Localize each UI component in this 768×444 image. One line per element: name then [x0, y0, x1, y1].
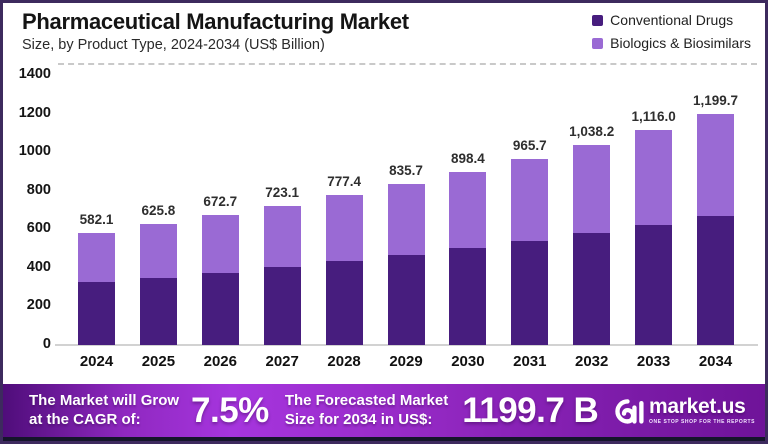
bar-segment-biologics-2032 [573, 144, 611, 234]
forecast-label-line2: Size for 2034 in US$: [284, 410, 433, 428]
y-axis-tick-label: 200 [26, 297, 51, 314]
forecast-value: 1199.7 B [462, 390, 599, 430]
legend: Conventional Drugs Biologics & Biosimilar… [592, 12, 751, 51]
bar-total-label: 835.7 [389, 162, 423, 178]
bar-total-label: 582.1 [79, 211, 114, 227]
y-axis-tick-label: 1400 [18, 66, 51, 82]
y-axis-tick-label: 0 [42, 336, 51, 352]
bar-segment-conventional-2030 [449, 248, 487, 345]
cagr-label-line1: The Market will Grow [29, 391, 180, 409]
bar-segment-biologics-2029 [387, 183, 425, 255]
bar-total-label: 672.7 [203, 194, 238, 210]
stacked-bar-chart: 0 200 400 600 800 1000 1200 1400 582.1 2024 625.8 2… [3, 3, 765, 441]
page-title: Pharmaceutical Manufacturing Market [22, 9, 409, 34]
x-axis-tick-label: 2026 [203, 353, 237, 370]
x-axis-tick-label: 2032 [575, 353, 609, 370]
bar-segment-conventional-2024 [78, 282, 115, 345]
marketus-logo-text: market.us [649, 395, 746, 418]
x-axis-tick-label: 2029 [389, 353, 423, 370]
marketus-logo-tagline: ONE STOP SHOP FOR THE REPORTS [649, 419, 755, 425]
y-axis-tick-label: 800 [26, 181, 51, 198]
bar-segment-biologics-2031 [511, 158, 549, 241]
legend-swatch-icon [592, 37, 604, 49]
legend-item: Biologics & Biosimilars [592, 35, 751, 51]
marketus-logo-textblock: market.us ONE STOP SHOP FOR THE REPORTS [649, 396, 755, 425]
footer-banner: The Market will Grow at the CAGR of: 7.5… [3, 384, 765, 437]
bar-total-label: 898.4 [450, 150, 485, 166]
bar-total-label: 1,199.7 [692, 92, 739, 108]
forecast-label-line1: The Forecasted Market [284, 391, 449, 409]
marketus-logo: market.us ONE STOP SHOP FOR THE REPORTS [604, 395, 755, 427]
bar-total-label: 1,116.0 [631, 108, 676, 124]
cagr-label: The Market will Grow at the CAGR of: [29, 392, 179, 430]
bar-segment-biologics-2033 [635, 129, 673, 225]
x-axis-tick-label: 2030 [451, 353, 485, 370]
cagr-value: 7.5% [191, 390, 269, 430]
bottom-strip [3, 437, 765, 441]
bar-total-label: 625.8 [141, 203, 176, 219]
y-axis-tick-label: 400 [26, 258, 51, 275]
x-axis-line [55, 344, 758, 346]
marketus-logo-icon [615, 398, 644, 424]
bar-segment-conventional-2033 [635, 224, 673, 345]
bar-segment-conventional-2031 [511, 241, 549, 345]
bar-total-label: 777.4 [327, 174, 361, 190]
bar-segment-biologics-2028 [325, 195, 363, 262]
legend-label: Conventional Drugs [610, 12, 734, 28]
y-axis-tick-label: 600 [26, 220, 51, 237]
bar-segment-conventional-2029 [387, 255, 425, 345]
y-axis-tick-label: 1200 [18, 104, 51, 121]
bar-segment-conventional-2027 [263, 267, 301, 345]
bar-segment-biologics-2026 [201, 215, 239, 273]
bar-segment-conventional-2034 [697, 215, 734, 345]
x-axis-tick-label: 2033 [636, 353, 671, 370]
cagr-label-line2: at the CAGR of: [29, 410, 141, 428]
bar-total-label: 723.1 [265, 184, 300, 200]
legend-swatch-icon [592, 14, 604, 26]
bar-total-label: 1,038.2 [569, 123, 615, 139]
bar-total-label: 965.7 [512, 137, 547, 153]
x-axis-tick-label: 2025 [141, 353, 176, 370]
chart-subtitle: Size, by Product Type, 2024-2034 (US$ Bi… [22, 37, 325, 53]
top-gridline [58, 63, 757, 65]
legend-label: Biologics & Biosimilars [610, 35, 751, 51]
bar-segment-conventional-2028 [325, 261, 363, 345]
bar-segment-biologics-2030 [449, 171, 487, 249]
x-axis-tick-label: 2028 [327, 353, 361, 370]
x-axis-tick-label: 2031 [513, 353, 547, 370]
x-axis-tick-label: 2027 [265, 353, 299, 370]
bar-segment-biologics-2024 [78, 232, 115, 283]
bar-segment-conventional-2026 [201, 272, 239, 345]
bar-segment-conventional-2025 [139, 277, 177, 345]
x-axis-tick-label: 2024 [79, 353, 114, 370]
bar-segment-biologics-2027 [263, 205, 301, 268]
bar-segment-biologics-2025 [139, 224, 177, 278]
bar-segment-biologics-2034 [697, 113, 734, 216]
legend-item: Conventional Drugs [592, 12, 751, 28]
forecast-label: The Forecasted Market Size for 2034 in U… [285, 392, 448, 430]
x-axis-tick-label: 2034 [698, 353, 733, 370]
bar-segment-conventional-2032 [573, 233, 611, 345]
y-axis-tick-label: 1000 [18, 143, 51, 160]
